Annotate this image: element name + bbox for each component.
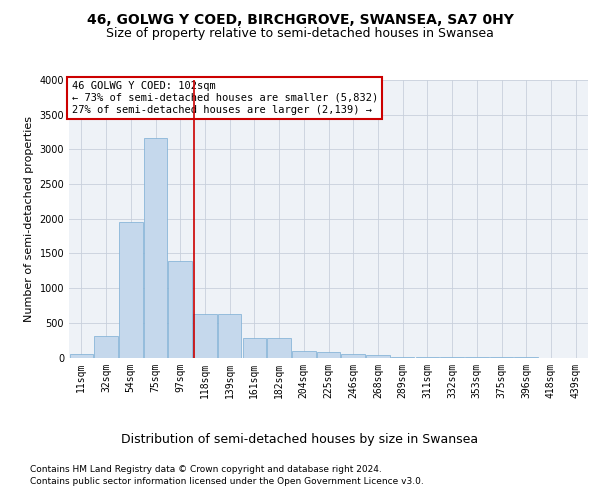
Bar: [341, 354, 365, 358]
Bar: [169, 261, 192, 358]
Bar: [144, 138, 167, 358]
Bar: [70, 354, 93, 358]
Bar: [218, 314, 241, 358]
Text: 46 GOLWG Y COED: 102sqm
← 73% of semi-detached houses are smaller (5,832)
27% of: 46 GOLWG Y COED: 102sqm ← 73% of semi-de…: [71, 82, 378, 114]
Text: Size of property relative to semi-detached houses in Swansea: Size of property relative to semi-detach…: [106, 28, 494, 40]
Bar: [366, 356, 389, 358]
Bar: [268, 338, 291, 357]
Y-axis label: Number of semi-detached properties: Number of semi-detached properties: [24, 116, 34, 322]
Bar: [94, 336, 118, 357]
Bar: [391, 357, 415, 358]
Bar: [317, 352, 340, 358]
Text: Contains public sector information licensed under the Open Government Licence v3: Contains public sector information licen…: [30, 478, 424, 486]
Bar: [119, 222, 143, 358]
Text: Contains HM Land Registry data © Crown copyright and database right 2024.: Contains HM Land Registry data © Crown c…: [30, 465, 382, 474]
Bar: [193, 314, 217, 358]
Text: Distribution of semi-detached houses by size in Swansea: Distribution of semi-detached houses by …: [121, 432, 479, 446]
Bar: [292, 350, 316, 358]
Text: 46, GOLWG Y COED, BIRCHGROVE, SWANSEA, SA7 0HY: 46, GOLWG Y COED, BIRCHGROVE, SWANSEA, S…: [86, 12, 514, 26]
Bar: [242, 338, 266, 357]
